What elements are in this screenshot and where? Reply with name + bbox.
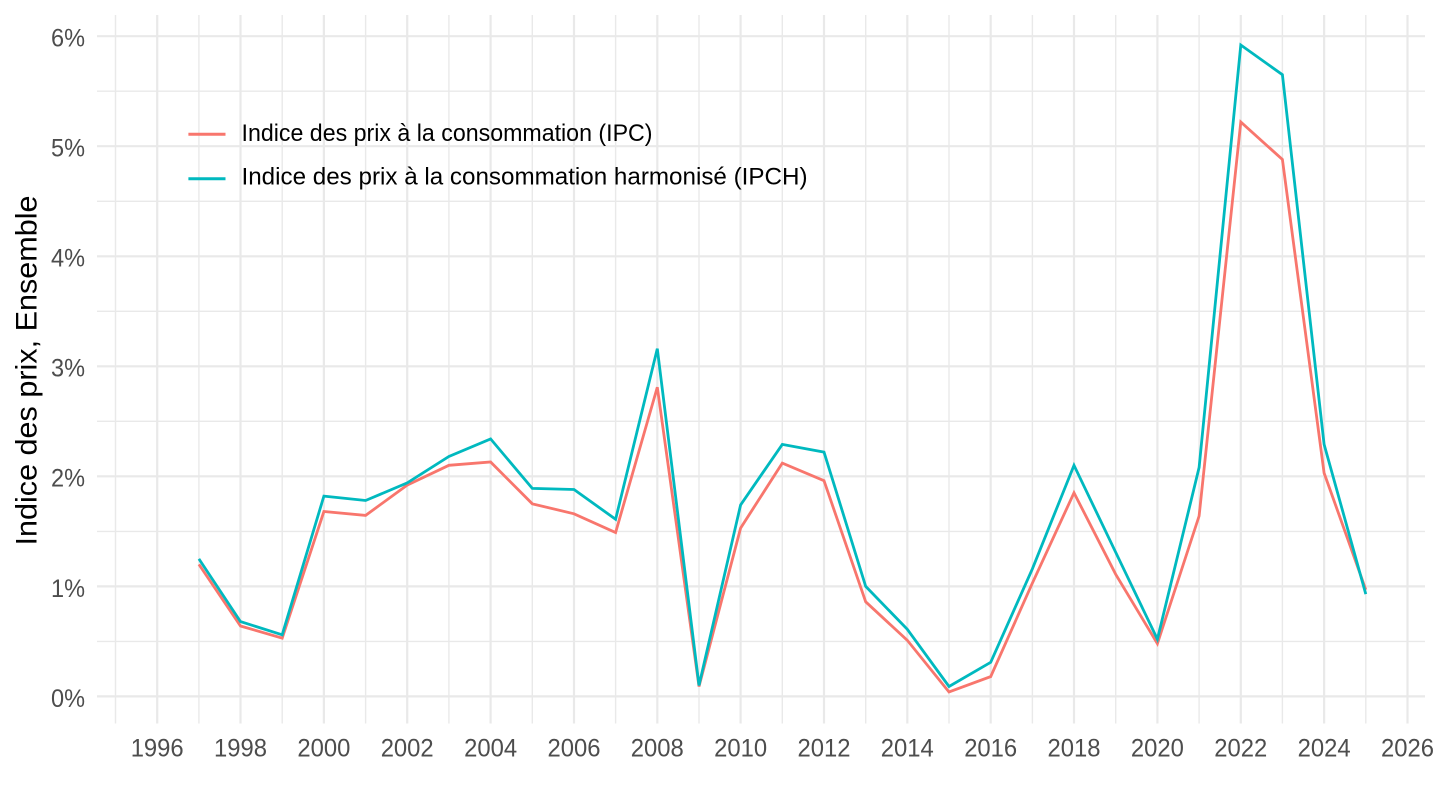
svg-text:Indice des prix, Ensemble: Indice des prix, Ensemble xyxy=(11,196,44,546)
svg-text:Indice des prix à la consommat: Indice des prix à la consommation (IPC) xyxy=(242,120,653,147)
svg-text:2020: 2020 xyxy=(1131,735,1184,763)
svg-text:4%: 4% xyxy=(51,245,85,273)
svg-text:2016: 2016 xyxy=(964,735,1017,763)
svg-text:2024: 2024 xyxy=(1298,735,1351,763)
svg-text:2%: 2% xyxy=(51,465,85,493)
svg-text:2010: 2010 xyxy=(714,735,767,763)
svg-text:2002: 2002 xyxy=(381,735,434,763)
svg-text:2026: 2026 xyxy=(1381,735,1434,763)
svg-text:2012: 2012 xyxy=(798,735,851,763)
svg-text:Indice des prix à la consommat: Indice des prix à la consommation harmon… xyxy=(242,164,808,191)
svg-text:5%: 5% xyxy=(51,135,85,163)
svg-text:2018: 2018 xyxy=(1048,735,1101,763)
svg-text:0%: 0% xyxy=(51,685,85,713)
svg-text:1996: 1996 xyxy=(131,735,184,763)
svg-text:1998: 1998 xyxy=(214,735,267,763)
svg-text:2008: 2008 xyxy=(631,735,684,763)
svg-text:2022: 2022 xyxy=(1214,735,1267,763)
svg-text:2006: 2006 xyxy=(548,735,601,763)
svg-text:1%: 1% xyxy=(51,575,85,603)
svg-text:2014: 2014 xyxy=(881,735,934,763)
svg-text:2000: 2000 xyxy=(297,735,350,763)
svg-text:2004: 2004 xyxy=(464,735,517,763)
svg-text:6%: 6% xyxy=(51,25,85,53)
svg-text:3%: 3% xyxy=(51,355,85,383)
